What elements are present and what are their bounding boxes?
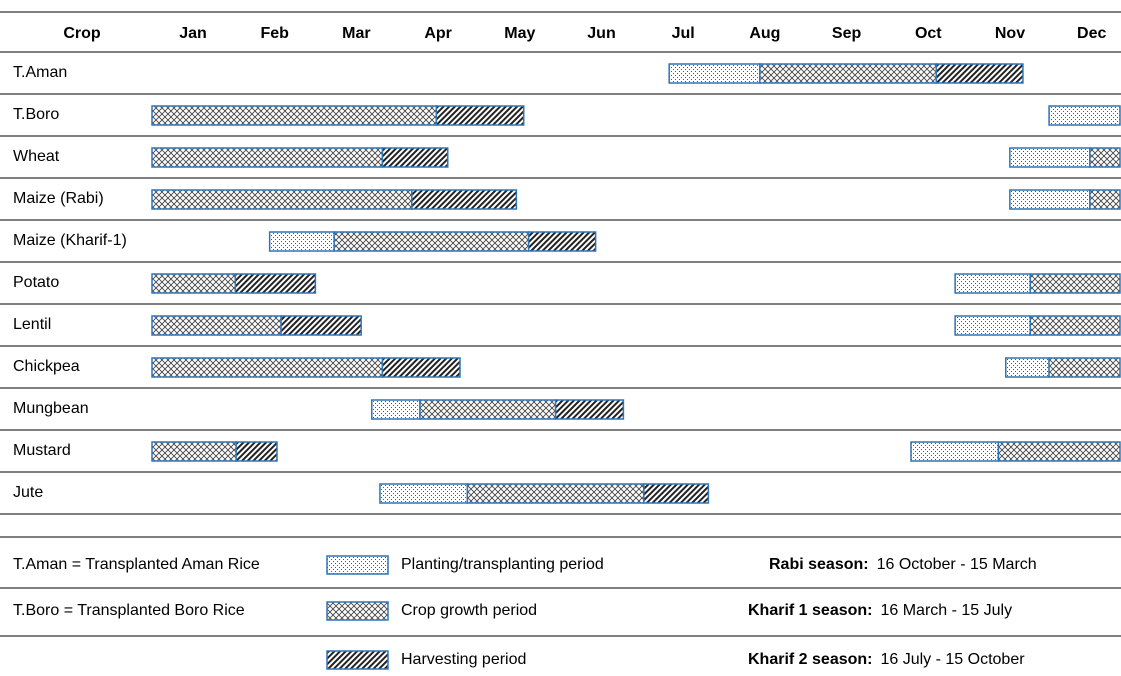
growth-bar — [419, 399, 557, 420]
growth-bar — [997, 441, 1121, 462]
month-header: Aug — [749, 25, 780, 42]
growth-bar — [151, 105, 438, 126]
legend-label: Crop growth period — [401, 602, 537, 619]
harvest-bar — [234, 273, 317, 294]
planting-bar — [910, 441, 1000, 462]
growth-bar — [333, 231, 530, 252]
season: Rabi season: 16 October - 15 March — [769, 556, 1037, 573]
harvest-bar — [554, 399, 625, 420]
season-dates: 16 March - 15 July — [880, 602, 1012, 619]
planting-bar — [1005, 357, 1050, 378]
growth-bar — [151, 189, 413, 210]
month-header: Oct — [915, 25, 942, 42]
month-header: Jun — [587, 25, 615, 42]
legend-swatch — [326, 555, 389, 575]
month-header: Jul — [672, 25, 695, 42]
month-header: Jan — [179, 25, 207, 42]
season-name: Kharif 1 season: — [748, 602, 872, 619]
planting-bar — [1048, 105, 1121, 126]
growth-bar — [1089, 189, 1121, 210]
growth-bar — [466, 483, 645, 504]
crop-name: Jute — [13, 484, 43, 501]
legend-label: Planting/transplanting period — [401, 556, 604, 573]
growth-bar — [1089, 147, 1121, 168]
crop-name: Maize (Rabi) — [13, 190, 104, 207]
abbreviation: T.Aman = Transplanted Aman Rice — [13, 556, 260, 573]
season: Kharif 2 season: 16 July - 15 October — [748, 651, 1025, 668]
crop-name: Chickpea — [13, 358, 80, 375]
growth-bar — [151, 147, 384, 168]
crop-name: Maize (Kharif-1) — [13, 232, 127, 249]
month-header: Mar — [342, 25, 370, 42]
growth-bar — [1029, 273, 1121, 294]
crop-name: Lentil — [13, 316, 51, 333]
planting-bar — [668, 63, 761, 84]
growth-bar — [151, 441, 237, 462]
legend-label: Harvesting period — [401, 651, 526, 668]
planting-bar — [268, 231, 335, 252]
season-name: Rabi season: — [769, 556, 869, 573]
season: Kharif 1 season: 16 March - 15 July — [748, 602, 1012, 619]
growth-bar — [1048, 357, 1121, 378]
harvest-bar — [935, 63, 1024, 84]
legend-swatch — [326, 650, 389, 670]
season-name: Kharif 2 season: — [748, 651, 872, 668]
harvest-bar — [280, 315, 362, 336]
growth-bar — [151, 315, 282, 336]
harvest-bar — [643, 483, 710, 504]
crop-name: Wheat — [13, 148, 60, 165]
month-header: Feb — [260, 25, 289, 42]
planting-bar — [954, 315, 1032, 336]
month-header: Apr — [424, 25, 452, 42]
harvest-bar — [235, 441, 278, 462]
harvest-bar — [527, 231, 597, 252]
growth-bar — [1029, 315, 1121, 336]
crop-name: Mustard — [13, 442, 71, 459]
season-dates: 16 July - 15 October — [880, 651, 1025, 668]
header-crop: Crop — [63, 25, 101, 42]
growth-bar — [151, 273, 237, 294]
harvest-bar — [435, 105, 525, 126]
harvest-bar — [381, 147, 449, 168]
legend-swatch — [326, 601, 389, 621]
planting-bar — [379, 483, 469, 504]
month-header: Sep — [832, 25, 862, 42]
crop-name: Mungbean — [13, 400, 89, 417]
crop-name: T.Aman — [13, 64, 67, 81]
crop-name: T.Boro — [13, 106, 59, 123]
planting-bar — [1009, 147, 1091, 168]
season-dates: 16 October - 15 March — [877, 556, 1037, 573]
planting-bar — [1009, 189, 1091, 210]
growth-bar — [151, 357, 384, 378]
planting-bar — [954, 273, 1032, 294]
growth-bar — [759, 63, 938, 84]
harvest-bar — [381, 357, 461, 378]
harvest-bar — [411, 189, 518, 210]
crop-name: Potato — [13, 274, 59, 291]
month-header: Nov — [995, 25, 1025, 42]
planting-bar — [371, 399, 421, 420]
month-header: May — [504, 25, 535, 42]
month-header: Dec — [1077, 25, 1106, 42]
abbreviation: T.Boro = Transplanted Boro Rice — [13, 602, 245, 619]
